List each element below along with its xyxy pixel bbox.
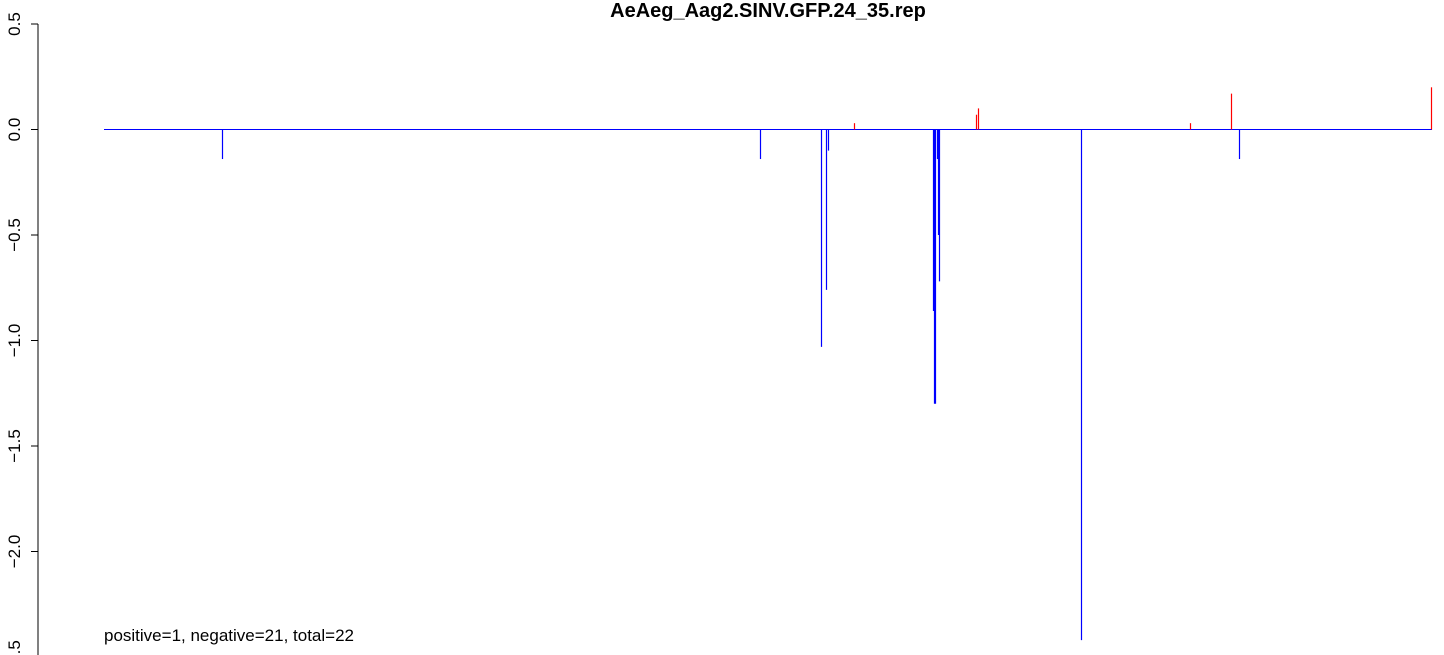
y-tick-label: −1.0 [5,324,24,358]
y-tick-label: 0.5 [5,12,24,36]
y-tick-label: −0.5 [5,218,24,252]
y-axis: 0.5 0.0 −0.5 −1.0 −1.5 −2.0 −2.5 [5,12,39,655]
y-tick-label: 0.0 [5,118,24,142]
y-tick-label: −2.5 [5,640,24,655]
y-tick-label: −1.5 [5,429,24,463]
bars-group [221,87,1433,641]
chart-title: AeAeg_Aag2.SINV.GFP.24_35.rep [610,0,926,22]
y-tick-label: −2.0 [5,535,24,569]
summary-annotation: positive=1, negative=21, total=22 [104,626,354,645]
